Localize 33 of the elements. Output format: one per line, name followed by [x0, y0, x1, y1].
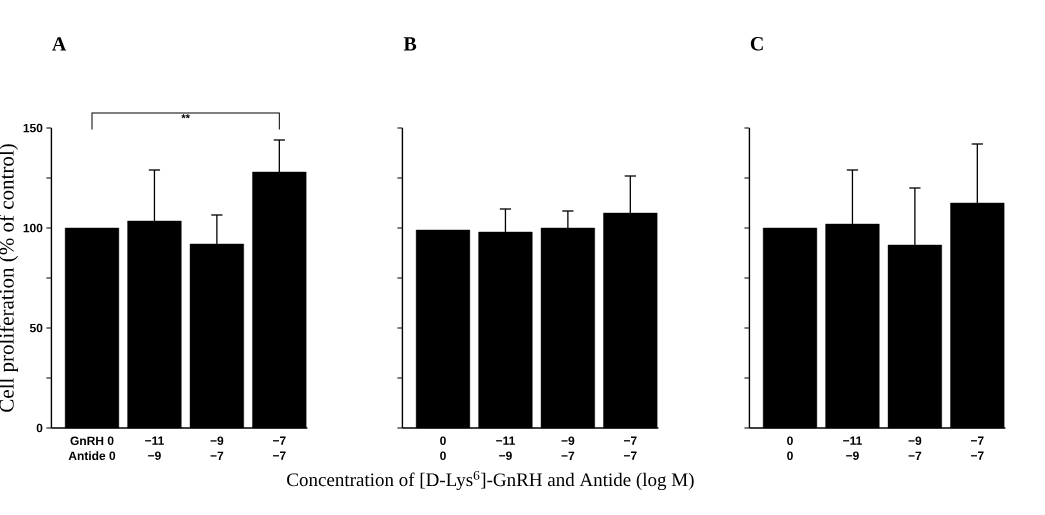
chart-title: A [52, 37, 67, 51]
x-axis-title: Concentration of [D-Lys$^{6}$]-GnRH and Antide (log M) [287, 470, 694, 491]
text: −7 [908, 451, 922, 460]
text: −7 [623, 451, 637, 460]
text: −9 [499, 451, 512, 460]
x-tick-label: −9 [561, 436, 575, 446]
text: 0 [440, 451, 446, 461]
x-tick-label: −11 [145, 436, 164, 445]
x-tick-label: −11 [496, 436, 515, 445]
chart-title: C [750, 37, 763, 51]
y-tick-label: 150 [23, 123, 43, 133]
y-tick-label: 100 [23, 223, 43, 233]
text: −9 [148, 451, 161, 460]
x-tick-label: 0 [440, 436, 446, 446]
text: −7 [970, 451, 984, 460]
text: −7 [272, 451, 286, 460]
x-tick-label: GnRH 0 [70, 436, 114, 446]
text: −7 [210, 451, 224, 460]
text: Antide 0 [68, 451, 116, 461]
x-tick-label: −9 [908, 436, 922, 446]
x-tick-label: 0 [787, 436, 793, 446]
x-tick-label: −9 [210, 436, 224, 446]
y-tick-label: 50 [29, 323, 43, 333]
text: 0 [787, 451, 793, 461]
x-tick-label: −7 [272, 436, 286, 445]
x-tick-label: −7 [970, 436, 984, 445]
x-tick-label: −11 [843, 436, 862, 445]
y-tick-label: 0 [36, 423, 43, 433]
x-tick-label: −7 [623, 436, 637, 445]
text: −9 [846, 451, 859, 460]
chart-title: B [403, 37, 417, 51]
text: ** [181, 114, 190, 119]
text: −7 [561, 451, 575, 460]
